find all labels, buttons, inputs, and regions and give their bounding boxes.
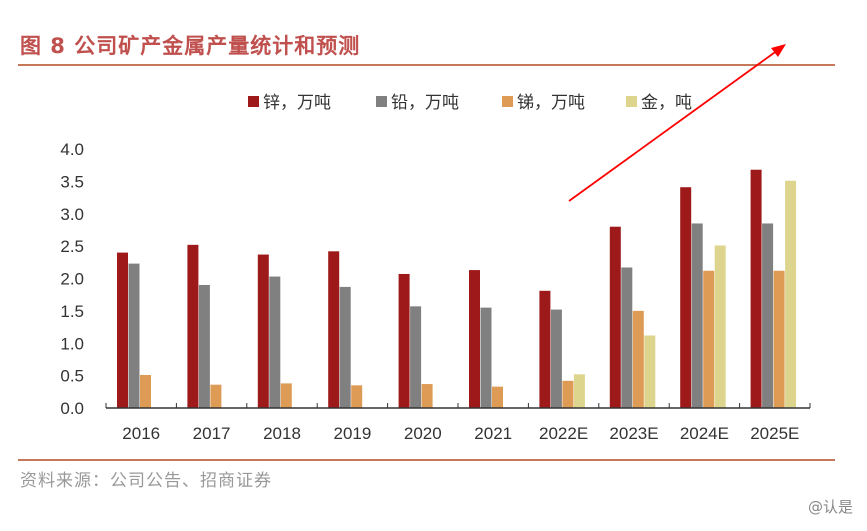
bar-2021-0 <box>469 270 480 408</box>
bar-2020-1 <box>410 306 422 408</box>
bar-2023E-1 <box>621 267 633 408</box>
bar-2024E-0 <box>680 187 692 408</box>
arrow-line <box>568 49 779 202</box>
bar-2023E-3 <box>644 335 656 408</box>
x-tick-label: 2019 <box>333 424 371 443</box>
legend-swatch <box>376 96 387 107</box>
x-tick-label: 2018 <box>263 424 301 443</box>
bar-2018-0 <box>257 254 269 408</box>
bar-2024E-3 <box>714 245 726 408</box>
bar-2023E-2 <box>632 310 644 408</box>
bar-2023E-0 <box>609 226 621 408</box>
legend-label: 锑，万吨 <box>517 93 585 113</box>
bar-2019-1 <box>339 286 351 408</box>
y-tick-label: 2.0 <box>60 270 84 289</box>
bar-2019-2 <box>351 385 363 408</box>
bar-2016-2 <box>140 374 151 408</box>
bar-2020-2 <box>421 384 433 408</box>
legend-label: 铅，万吨 <box>391 93 459 113</box>
x-tick-label: 2021 <box>474 424 512 443</box>
bar-2022E-3 <box>573 374 585 408</box>
bar-2025E-0 <box>750 169 762 408</box>
y-tick-label: 1.5 <box>60 302 84 321</box>
bar-2025E-1 <box>762 223 774 408</box>
bar-2019-0 <box>328 251 340 408</box>
title-rule <box>18 64 835 66</box>
x-tick-label: 2023E <box>609 424 658 443</box>
bar-2018-1 <box>269 276 281 408</box>
x-tick-label: 2016 <box>122 424 160 443</box>
legend-label: 锌，万吨 <box>263 93 331 113</box>
bar-2017-0 <box>187 244 199 408</box>
y-tick-label: 0.5 <box>60 367 84 386</box>
bar-2017-1 <box>198 284 210 408</box>
x-tick-label: 2017 <box>193 424 231 443</box>
y-tick-label: 0.0 <box>60 399 84 418</box>
legend-label: 金，吨 <box>641 93 692 113</box>
bar-2022E-0 <box>539 290 551 408</box>
x-tick-label: 2025E <box>750 424 799 443</box>
legend-swatch <box>248 96 259 107</box>
y-tick-label: 2.5 <box>60 237 84 256</box>
y-tick-label: 3.0 <box>60 205 84 224</box>
x-tick-label: 2022E <box>539 424 588 443</box>
bar-2025E-3 <box>785 180 797 408</box>
bar-2016-1 <box>128 263 140 408</box>
bar-2020-0 <box>398 273 410 408</box>
y-tick-label: 3.5 <box>60 172 84 191</box>
x-tick-label: 2020 <box>404 424 442 443</box>
bar-2024E-2 <box>703 270 715 408</box>
watermark: @认是 <box>807 498 853 516</box>
bar-2025E-2 <box>773 270 785 408</box>
bar-2021-1 <box>480 307 492 408</box>
bar-2021-2 <box>492 386 503 408</box>
arrow-head <box>771 44 786 57</box>
bar-2022E-1 <box>550 309 562 408</box>
y-tick-label: 4.0 <box>60 140 84 159</box>
y-tick-label: 1.0 <box>60 334 84 353</box>
legend-swatch <box>626 96 637 107</box>
bar-2024E-1 <box>691 223 703 408</box>
bar-2022E-2 <box>562 380 574 408</box>
bar-2016-0 <box>117 252 128 408</box>
x-tick-label: 2024E <box>680 424 729 443</box>
bar-2018-2 <box>280 383 292 408</box>
source-rule <box>18 459 835 461</box>
bar-2017-2 <box>210 384 222 408</box>
figure-title: 图 8 公司矿产金属产量统计和预测 <box>20 34 361 58</box>
source-note: 资料来源：公司公告、招商证券 <box>20 471 272 491</box>
legend-swatch <box>502 96 513 107</box>
